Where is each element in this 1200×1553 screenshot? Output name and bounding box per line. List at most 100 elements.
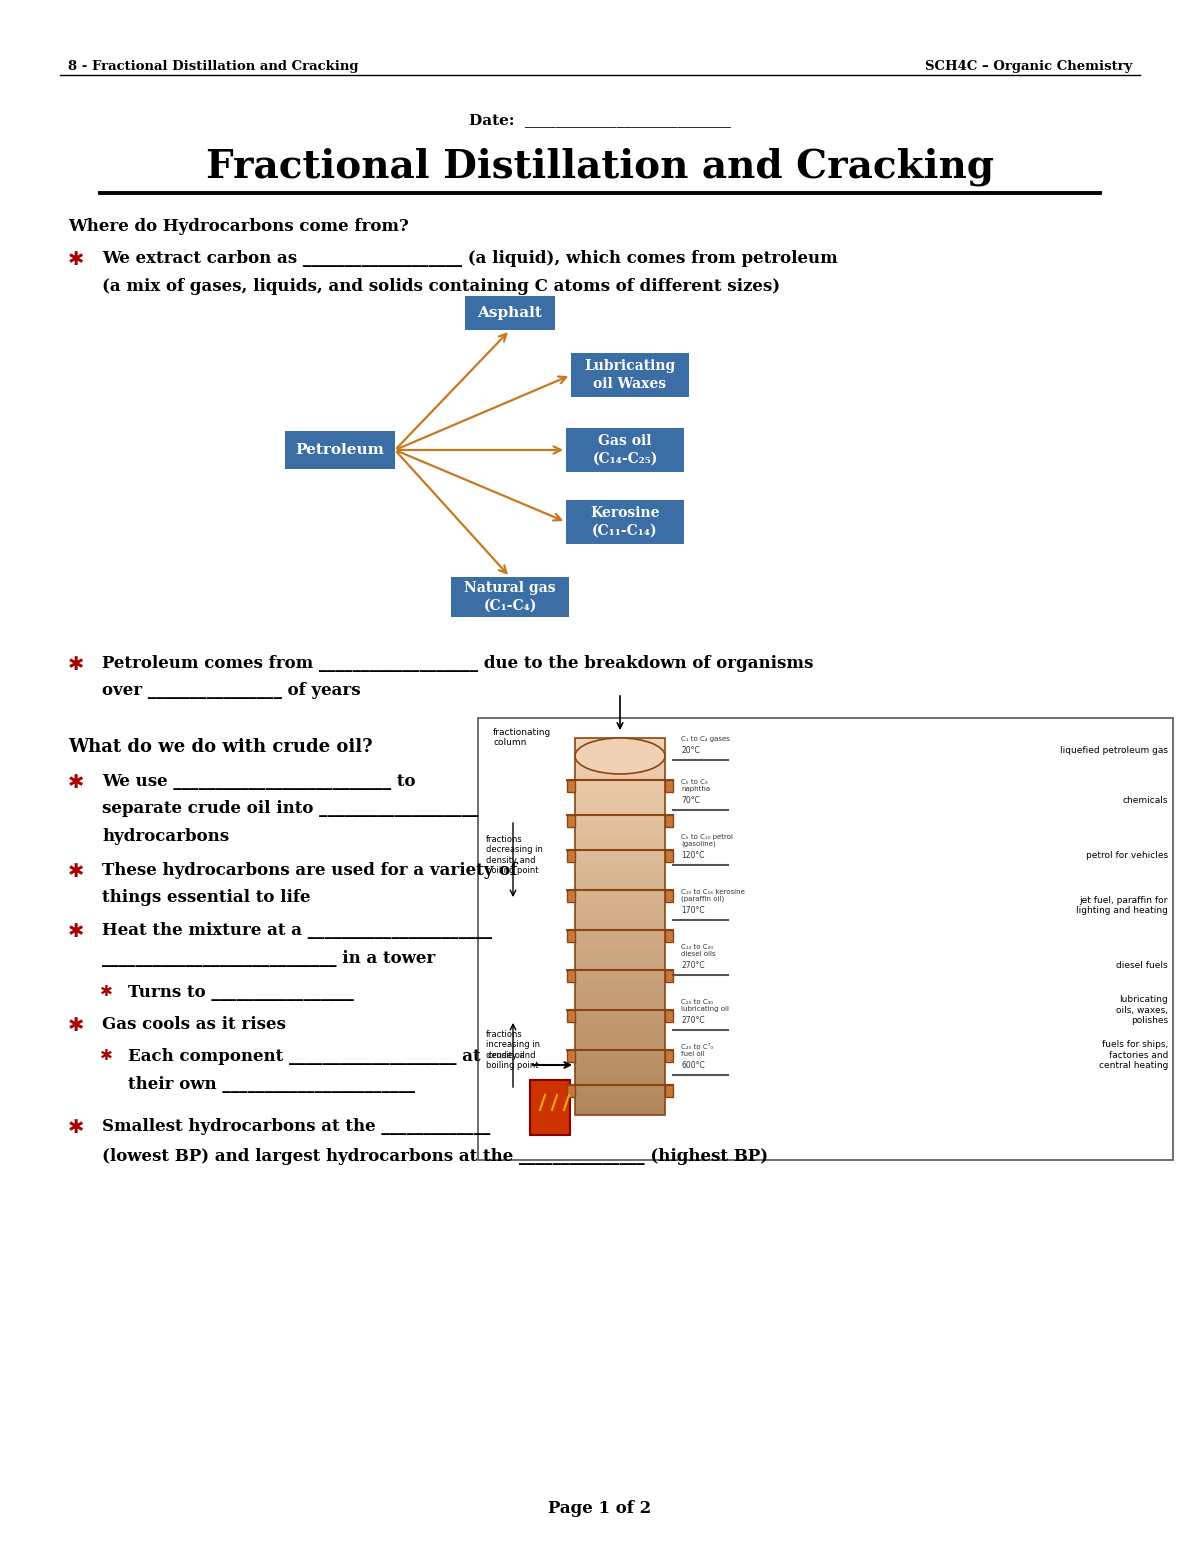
Text: C₅ to C₉
naphtha: C₅ to C₉ naphtha bbox=[682, 780, 710, 792]
Text: 120°C: 120°C bbox=[682, 851, 704, 860]
Bar bbox=[665, 815, 673, 828]
Text: Fractional Distillation and Cracking: Fractional Distillation and Cracking bbox=[206, 148, 994, 186]
Bar bbox=[665, 849, 673, 862]
Text: ✱: ✱ bbox=[68, 862, 84, 881]
Bar bbox=[575, 912, 665, 919]
Text: 270°C: 270°C bbox=[682, 961, 704, 971]
Text: We extract carbon as ___________________ (a liquid), which comes from petroleum: We extract carbon as ___________________… bbox=[102, 250, 838, 267]
Text: Gas cools as it rises: Gas cools as it rises bbox=[102, 1016, 286, 1033]
Text: petrol for vehicles: petrol for vehicles bbox=[1086, 851, 1168, 860]
Text: fractions
increasing in
density and
boiling point: fractions increasing in density and boil… bbox=[486, 1030, 540, 1070]
Bar bbox=[568, 780, 575, 792]
Text: liquefied petroleum gas: liquefied petroleum gas bbox=[1060, 745, 1168, 755]
Text: C₁₀ to C₁₆ kerosine
(paraffin oil): C₁₀ to C₁₆ kerosine (paraffin oil) bbox=[682, 888, 745, 902]
Bar bbox=[566, 429, 684, 472]
Text: (a mix of gases, liquids, and solids containing C atoms of different sizes): (a mix of gases, liquids, and solids con… bbox=[102, 278, 780, 295]
Bar bbox=[575, 1002, 665, 1009]
Bar bbox=[575, 941, 665, 949]
Bar bbox=[575, 859, 665, 867]
Text: 8 - Fractional Distillation and Cracking: 8 - Fractional Distillation and Cracking bbox=[68, 61, 359, 73]
Text: Lubricating
oil Waxes: Lubricating oil Waxes bbox=[584, 359, 676, 391]
Bar bbox=[575, 798, 665, 806]
Bar bbox=[575, 783, 665, 790]
Bar bbox=[466, 297, 554, 329]
Bar bbox=[575, 972, 665, 980]
Bar bbox=[575, 814, 665, 822]
Bar bbox=[568, 1086, 575, 1096]
Text: ____________________________ in a tower: ____________________________ in a tower bbox=[102, 950, 436, 968]
Text: fuels for ships,
factories and
central heating: fuels for ships, factories and central h… bbox=[1099, 1041, 1168, 1070]
Text: C₂₀ to C₃₀
lubricating oil: C₂₀ to C₃₀ lubricating oil bbox=[682, 999, 730, 1013]
Bar bbox=[665, 1009, 673, 1022]
Text: Turns to _________________: Turns to _________________ bbox=[128, 985, 354, 1002]
Bar bbox=[575, 904, 665, 912]
Text: 600°C: 600°C bbox=[682, 1061, 704, 1070]
Text: We use __________________________ to: We use __________________________ to bbox=[102, 773, 415, 790]
Text: Heat the mixture at a ______________________: Heat the mixture at a __________________… bbox=[102, 922, 492, 940]
Text: 170°C: 170°C bbox=[682, 905, 704, 915]
Bar bbox=[575, 888, 665, 896]
Bar bbox=[568, 971, 575, 981]
Text: These hydrocarbons are used for a variety of: These hydrocarbons are used for a variet… bbox=[102, 862, 517, 879]
Bar bbox=[575, 867, 665, 874]
Text: their own _______________________: their own _______________________ bbox=[128, 1076, 415, 1093]
Bar bbox=[575, 1009, 665, 1017]
Bar bbox=[665, 930, 673, 943]
Bar bbox=[575, 994, 665, 1002]
Bar bbox=[665, 890, 673, 902]
Bar bbox=[575, 1025, 665, 1033]
Text: Kerosine
(C₁₁-C₁₄): Kerosine (C₁₁-C₁₄) bbox=[590, 506, 660, 537]
Bar bbox=[478, 717, 1174, 1160]
Text: ✱: ✱ bbox=[68, 1118, 84, 1137]
Text: SCH4C – Organic Chemistry: SCH4C – Organic Chemistry bbox=[925, 61, 1132, 73]
Bar bbox=[575, 851, 665, 859]
Text: ✱: ✱ bbox=[68, 773, 84, 792]
Text: ✱: ✱ bbox=[68, 922, 84, 941]
Bar bbox=[575, 964, 665, 972]
Bar bbox=[575, 843, 665, 851]
Bar bbox=[575, 761, 665, 769]
Bar bbox=[575, 980, 665, 986]
Text: ✱: ✱ bbox=[100, 985, 113, 999]
Text: Petroleum: Petroleum bbox=[295, 443, 384, 457]
Bar bbox=[575, 927, 665, 933]
Bar bbox=[575, 738, 665, 1115]
Text: 20°C: 20°C bbox=[682, 745, 700, 755]
Bar bbox=[665, 1050, 673, 1062]
Text: ✱: ✱ bbox=[68, 655, 84, 674]
Text: fractionating
column: fractionating column bbox=[493, 728, 551, 747]
Bar bbox=[575, 745, 665, 753]
Bar bbox=[575, 1078, 665, 1086]
Bar bbox=[575, 1017, 665, 1025]
Bar bbox=[575, 1062, 665, 1070]
Text: Petroleum comes from ___________________ due to the breakdown of organisms: Petroleum comes from ___________________… bbox=[102, 655, 814, 672]
Text: 270°C: 270°C bbox=[682, 1016, 704, 1025]
Bar bbox=[575, 753, 665, 761]
Bar bbox=[568, 815, 575, 828]
Bar bbox=[575, 1033, 665, 1039]
Text: chemicals: chemicals bbox=[1122, 797, 1168, 804]
Text: 70°C: 70°C bbox=[682, 797, 700, 804]
Text: ✱: ✱ bbox=[100, 1048, 113, 1062]
Text: Where do Hydrocarbons come from?: Where do Hydrocarbons come from? bbox=[68, 217, 409, 235]
Text: Asphalt: Asphalt bbox=[478, 306, 542, 320]
Bar bbox=[575, 896, 665, 904]
Text: hydrocarbons: hydrocarbons bbox=[102, 828, 229, 845]
Text: Page 1 of 2: Page 1 of 2 bbox=[548, 1500, 652, 1517]
Bar bbox=[575, 1070, 665, 1078]
Bar bbox=[568, 1050, 575, 1062]
Bar bbox=[451, 578, 569, 617]
Text: What do we do with crude oil?: What do we do with crude oil? bbox=[68, 738, 372, 756]
Bar bbox=[568, 890, 575, 902]
Bar bbox=[575, 769, 665, 775]
Bar bbox=[575, 881, 665, 888]
Bar bbox=[575, 986, 665, 994]
Bar bbox=[571, 353, 689, 398]
Bar bbox=[575, 828, 665, 836]
Bar bbox=[568, 1009, 575, 1022]
Bar bbox=[575, 1107, 665, 1115]
Bar bbox=[566, 500, 684, 544]
Bar bbox=[575, 1054, 665, 1062]
Bar bbox=[665, 780, 673, 792]
Ellipse shape bbox=[575, 738, 665, 773]
